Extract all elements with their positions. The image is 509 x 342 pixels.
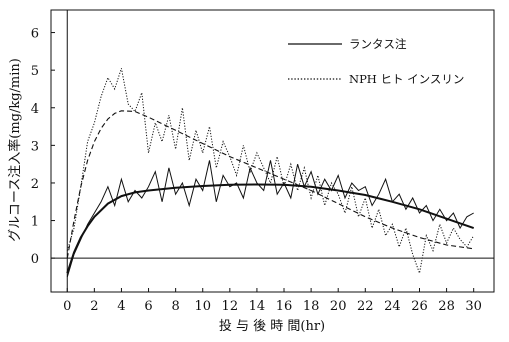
series-1-fit-curve bbox=[66, 183, 475, 274]
x-axis-title: 投 与 後 時 間(hr) bbox=[219, 318, 325, 334]
series-2-fit-curve bbox=[66, 110, 474, 259]
y-tick-label: 3 bbox=[31, 139, 39, 154]
x-tick-label: 2 bbox=[90, 299, 98, 314]
x-tick-label: 10 bbox=[194, 299, 211, 314]
x-tick-label: 12 bbox=[222, 299, 239, 314]
y-tick-label: 4 bbox=[31, 102, 39, 117]
y-axis-ticks: 0 1 2 3 4 5 6 bbox=[31, 27, 55, 267]
legend: ランタス注 NPH ヒト インスリン bbox=[288, 37, 464, 86]
y-tick-label: 0 bbox=[31, 252, 39, 267]
x-tick-label: 16 bbox=[276, 299, 293, 314]
x-tick-label: 24 bbox=[384, 299, 401, 314]
x-tick-label: 28 bbox=[438, 299, 455, 314]
legend-label-solid: ランタス注 bbox=[349, 37, 407, 51]
x-tick-label: 6 bbox=[144, 299, 152, 314]
y-axis-title: グルコース注入率(mg/kg/min) bbox=[7, 58, 23, 242]
x-tick-label: 30 bbox=[465, 299, 482, 314]
legend-label-dotted: NPH ヒト インスリン bbox=[349, 72, 464, 86]
x-tick-label: 26 bbox=[411, 299, 428, 314]
x-tick-label: 8 bbox=[171, 299, 179, 314]
y-tick-label: 2 bbox=[31, 177, 39, 192]
x-tick-label: 0 bbox=[63, 299, 71, 314]
series-2-raw-line bbox=[66, 68, 475, 276]
x-tick-label: 4 bbox=[117, 299, 125, 314]
y-tick-label: 1 bbox=[31, 215, 39, 230]
y-tick-label: 6 bbox=[31, 27, 39, 42]
x-tick-label: 20 bbox=[330, 299, 347, 314]
series-layer bbox=[66, 68, 475, 278]
plot-frame bbox=[50, 9, 495, 293]
y-tick-label: 5 bbox=[31, 64, 39, 79]
x-axis-ticks: 0 2 4 6 8 10 12 14 16 18 20 22 24 26 28 30 bbox=[63, 288, 482, 314]
x-tick-label: 18 bbox=[303, 299, 320, 314]
x-tick-label: 22 bbox=[357, 299, 374, 314]
series-1-raw-line bbox=[66, 160, 474, 278]
x-tick-label: 14 bbox=[249, 299, 266, 314]
